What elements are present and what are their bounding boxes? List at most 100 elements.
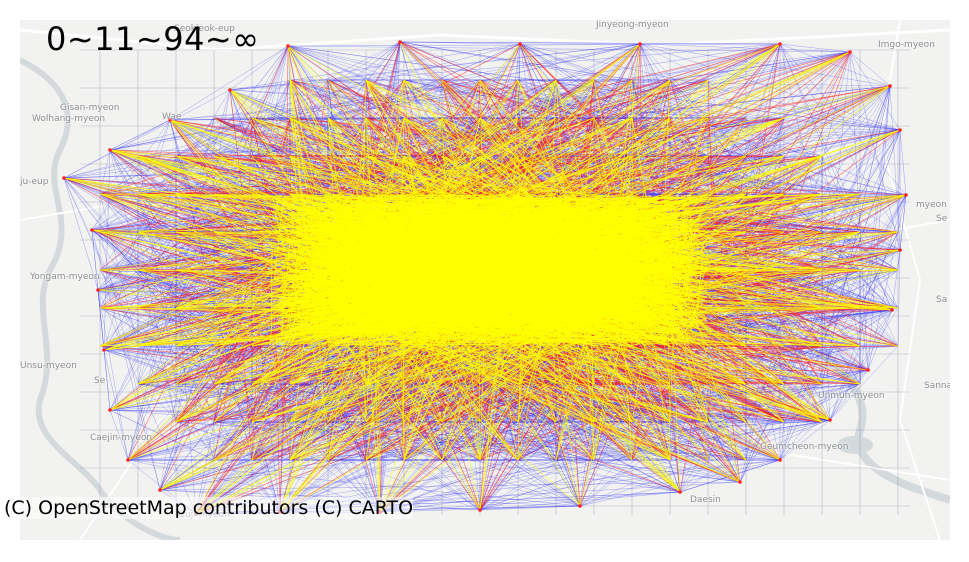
flow-edge xyxy=(393,43,781,180)
flow-edge xyxy=(779,43,907,196)
flow-edge xyxy=(779,43,891,87)
flow-edge xyxy=(127,335,427,461)
road xyxy=(20,28,950,52)
flow-edge xyxy=(745,307,781,461)
flow-edge xyxy=(479,383,519,511)
flow-edge xyxy=(213,240,300,309)
flow-edge xyxy=(379,421,785,513)
flow-edge xyxy=(287,45,367,157)
flow-edge xyxy=(159,481,741,491)
flow-edge xyxy=(409,43,521,102)
flow-edge xyxy=(772,299,869,371)
flow-edge xyxy=(175,43,521,195)
flow-edge xyxy=(229,43,641,91)
flow-edge xyxy=(175,41,401,309)
flow-edge xyxy=(745,117,823,233)
flow-edge xyxy=(664,51,851,163)
flow-edge xyxy=(175,193,215,309)
flow-edge xyxy=(97,289,101,309)
flow-edge xyxy=(229,89,481,195)
flow-edge xyxy=(639,43,851,53)
flow-edge xyxy=(659,51,851,189)
flow-edge xyxy=(727,352,869,371)
flow-edge xyxy=(479,419,831,511)
flow-edge xyxy=(639,43,891,87)
flow-edge xyxy=(669,51,851,81)
flow-edge xyxy=(302,401,367,461)
flow-edge xyxy=(575,447,581,507)
flow-edge xyxy=(474,117,785,171)
flow-edge xyxy=(577,381,785,423)
flow-edge xyxy=(783,383,831,421)
flow-edge xyxy=(91,119,171,231)
flow-edge xyxy=(738,345,899,350)
flow-edge xyxy=(97,289,129,461)
flow-edge xyxy=(517,459,681,493)
flow-edge xyxy=(109,119,171,151)
flow-edge xyxy=(399,41,633,81)
flow-edge xyxy=(557,43,781,98)
flow-edge xyxy=(279,419,831,513)
flow-edge xyxy=(669,51,851,81)
flow-edge xyxy=(99,307,291,423)
flow-edge xyxy=(213,351,316,461)
flow-edge xyxy=(399,41,485,96)
flow-edge xyxy=(722,194,907,210)
flow-edge xyxy=(579,362,610,507)
map-canvas[interactable]: Seokjeok-eup Jinyeong-myeon Imgo-myeon G… xyxy=(20,20,950,540)
flow-edge xyxy=(365,79,399,149)
flow-edge xyxy=(99,231,291,271)
flow-edge xyxy=(669,79,785,195)
flow-edge xyxy=(99,269,281,513)
flow-edge xyxy=(399,41,542,190)
flow-edge xyxy=(99,210,304,309)
flow-edge xyxy=(175,383,831,421)
flow-edge xyxy=(327,383,671,461)
flow-edge xyxy=(664,351,741,483)
flow-edge xyxy=(399,41,781,45)
flow-edge xyxy=(483,79,671,129)
flow-edge xyxy=(399,41,521,45)
flow-edge xyxy=(159,421,253,491)
flow-edge xyxy=(783,117,861,233)
flow-edge xyxy=(783,345,869,371)
flow-edge xyxy=(889,85,901,251)
flow-edge xyxy=(365,79,606,155)
flow-edge xyxy=(63,119,171,179)
flow-edge xyxy=(317,329,443,461)
flow-edge xyxy=(821,85,891,271)
flow-edge xyxy=(425,356,741,483)
flow-edge xyxy=(109,79,481,151)
flow-edge xyxy=(243,45,289,148)
flow-edge xyxy=(707,269,710,281)
flow-network xyxy=(62,40,910,516)
flow-edge xyxy=(507,79,519,134)
flow-edge xyxy=(399,41,781,45)
flow-edge xyxy=(403,79,595,119)
flow-edge xyxy=(251,41,401,157)
flow-edge xyxy=(406,380,823,385)
flow-edge xyxy=(99,258,196,271)
flow-edge xyxy=(63,89,231,179)
flow-edge xyxy=(137,171,288,271)
flow-edge xyxy=(630,311,741,483)
flow-edge xyxy=(745,117,785,233)
flow-edge xyxy=(109,409,831,421)
flow-edge xyxy=(639,43,642,152)
flow-edge xyxy=(867,85,891,371)
flow-edge xyxy=(899,194,907,251)
flow-edge xyxy=(97,45,289,291)
flow-edge xyxy=(593,421,709,461)
flow-edge xyxy=(783,383,861,423)
flow-edge xyxy=(213,244,256,461)
flow-edge xyxy=(707,79,713,222)
flow-edge xyxy=(63,177,139,347)
road xyxy=(878,20,941,540)
flow-edge xyxy=(99,307,139,347)
flow-edge xyxy=(783,383,861,423)
flow-edge xyxy=(593,51,851,157)
flow-edge xyxy=(169,119,253,157)
flow-edge xyxy=(629,400,747,461)
flow-edge xyxy=(361,43,781,174)
flow-edge xyxy=(707,85,891,157)
